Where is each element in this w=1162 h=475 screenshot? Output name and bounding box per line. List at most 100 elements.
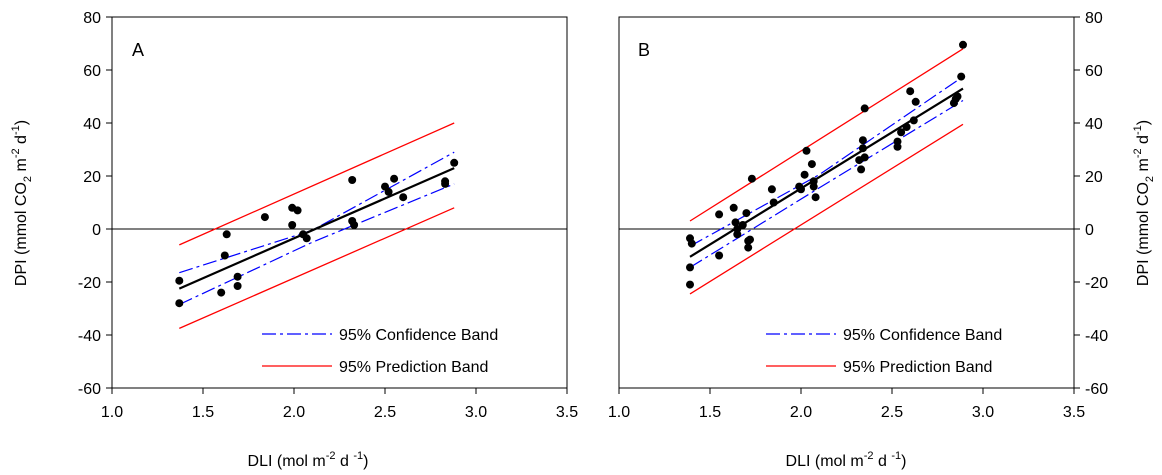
data-point-b-2 [686, 263, 694, 272]
data-point-a-6 [233, 272, 242, 281]
x-tick-label-a-0: 1.0 [101, 404, 123, 421]
y-tick-label-b-1: -40 [1085, 328, 1108, 345]
y-tick-label-b-2: -20 [1085, 275, 1108, 292]
data-point-b-14 [746, 235, 754, 244]
data-point-b-37 [909, 116, 918, 125]
data-point-b-30 [860, 153, 869, 162]
y-tick-label-b-4: 20 [1085, 169, 1103, 186]
data-point-a-21 [441, 179, 450, 188]
legend-a: 95% Confidence Band 95% Prediction Band [262, 327, 498, 376]
data-point-b-24 [809, 182, 818, 191]
data-point-b-19 [797, 185, 805, 194]
data-point-b-13 [744, 243, 753, 252]
y-tick-label-a-1: -40 [78, 328, 101, 345]
confidence-band-lower-b [689, 99, 964, 268]
data-point-b-7 [731, 218, 740, 227]
data-point-b-20 [800, 170, 809, 179]
data-point-a-13 [348, 176, 357, 184]
data-point-a-19 [399, 193, 408, 202]
data-point-b-38 [911, 97, 920, 106]
data-point-b-34 [897, 128, 906, 137]
data-point-b-29 [858, 136, 867, 145]
prediction-band-upper-a [179, 122, 455, 246]
data-point-b-5 [715, 251, 724, 260]
data-point-b-10 [738, 221, 747, 229]
data-point-a-0 [175, 299, 184, 308]
prediction-band-lower-a [179, 207, 455, 329]
data-point-b-27 [857, 165, 866, 174]
regression-line-a [178, 167, 455, 290]
data-point-b-31 [860, 104, 869, 113]
y-tick-label-b-7: 80 [1085, 10, 1103, 27]
x-axis-title-a: DLI (mol m-2 d -1) [248, 450, 369, 470]
x-tick-label-b-4: 3.0 [972, 404, 994, 421]
ticks-group-b: 1.0 1.5 2.0 2.5 3.0 3.5-60 -40 -20 0 20 40 60 80 [608, 10, 1108, 421]
data-point-b-36 [906, 87, 915, 96]
data-point-b-15 [747, 174, 756, 183]
confidence-band-upper-b [689, 76, 964, 247]
data-point-a-4 [222, 230, 231, 239]
x-tick-label-b-1: 1.5 [699, 404, 721, 421]
data-point-b-17 [769, 198, 778, 207]
y-tick-label-a-0: -60 [78, 381, 101, 398]
x-tick-label-a-4: 3.0 [465, 404, 487, 421]
panel-b: 1.0 1.5 2.0 2.5 3.0 3.5-60 -40 -20 0 20 40 60 80 B 9… [608, 10, 1156, 470]
y-tick-label-b-3: 0 [1085, 222, 1094, 239]
data-point-b-41 [953, 92, 962, 101]
y-tick-label-a-4: 20 [83, 169, 101, 186]
data-point-a-1 [175, 276, 184, 285]
data-point-b-1 [687, 239, 696, 248]
x-tick-label-a-5: 3.5 [556, 404, 578, 421]
y-tick-label-a-5: 40 [83, 116, 101, 133]
points-group-b [686, 40, 967, 289]
x-tick-label-b-3: 2.5 [881, 404, 903, 421]
confidence-band-lower-a [179, 183, 455, 306]
bands-group-b [689, 48, 964, 295]
data-point-a-10 [293, 206, 302, 215]
y-tick-label-b-0: -60 [1085, 381, 1108, 398]
data-point-a-18 [390, 174, 399, 183]
data-point-b-35 [902, 123, 911, 131]
data-point-b-16 [767, 185, 776, 194]
y-tick-label-a-6: 60 [83, 63, 101, 80]
x-axis-title-b: DLI (mol m-2 d -1) [786, 450, 907, 470]
legend-label-prediction-a: 95% Prediction Band [339, 359, 488, 376]
data-point-a-8 [288, 221, 297, 229]
data-point-a-3 [220, 251, 229, 260]
y-tick-label-b-6: 60 [1085, 63, 1103, 80]
data-point-b-33 [893, 137, 902, 146]
data-point-b-22 [807, 160, 816, 169]
plot-frame-a [111, 16, 568, 389]
panel-label-a: A [132, 40, 144, 60]
x-tick-label-b-5: 3.5 [1063, 404, 1085, 421]
data-point-b-42 [957, 72, 966, 81]
data-point-a-2 [217, 288, 226, 297]
data-point-a-7 [260, 213, 269, 222]
ticks-group-a: 1.0 1.5 2.0 2.5 3.0 3.5 -60 -40 -20 0 20 40 60 80 [78, 10, 578, 421]
data-point-b-6 [729, 203, 738, 212]
data-point-a-22 [450, 158, 459, 167]
prediction-band-upper-b [689, 48, 964, 222]
data-point-b-25 [811, 193, 820, 202]
y-tick-label-a-3: 0 [92, 222, 101, 239]
legend-label-prediction-b: 95% Prediction Band [843, 359, 992, 376]
legend-label-confidence-b: 95% Confidence Band [843, 327, 1002, 344]
data-point-b-11 [742, 209, 751, 218]
y-tick-label-a-7: 80 [83, 10, 101, 27]
data-point-b-21 [802, 146, 811, 155]
data-point-a-17 [384, 187, 393, 196]
data-point-b-28 [858, 144, 867, 153]
x-tick-label-a-3: 2.5 [374, 404, 396, 421]
x-tick-label-a-2: 2.0 [283, 404, 305, 421]
prediction-band-lower-b [689, 123, 964, 295]
y-axis-title-a: DPI (mmol CO2 m-2 d-1) [10, 120, 34, 286]
legend-label-confidence-a: 95% Confidence Band [339, 327, 498, 344]
data-point-a-12 [302, 234, 311, 243]
y-tick-label-a-2: -20 [78, 275, 101, 292]
x-tick-label-b-0: 1.0 [608, 404, 630, 421]
data-point-b-43 [959, 40, 967, 49]
confidence-band-upper-a [179, 151, 455, 274]
y-tick-label-b-5: 40 [1085, 116, 1103, 133]
data-point-b-4 [715, 210, 724, 219]
